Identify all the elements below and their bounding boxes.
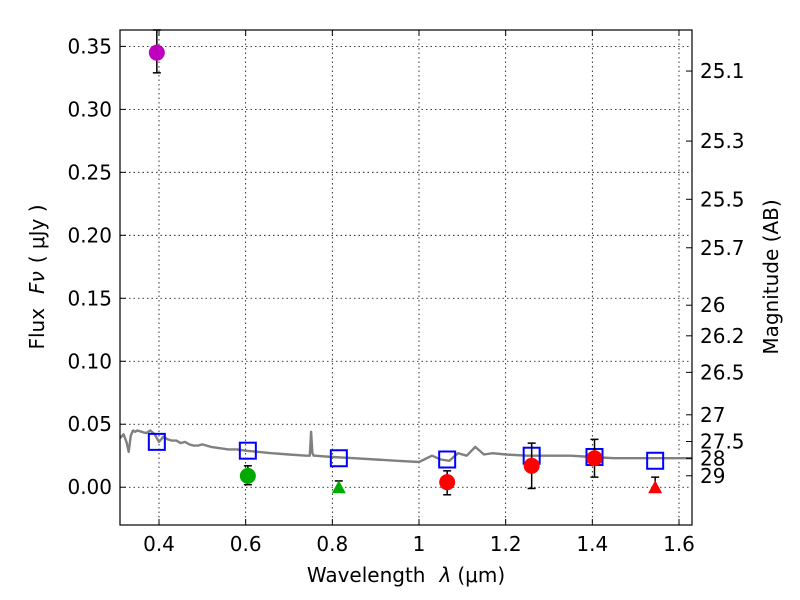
model-spectrum-line — [119, 429, 692, 464]
x-axis-label: Wavelength λ (μm) — [307, 563, 505, 587]
model-photometry-square — [147, 432, 166, 451]
data-point-red-triangle — [648, 476, 663, 494]
data-point-violet-circle — [148, 29, 165, 74]
x-axis-label-symbol: λ — [439, 563, 452, 587]
y-axis-label-symbol: Fν — [25, 271, 49, 294]
y-tick-label: 0.00 — [67, 475, 112, 499]
model-spectrum — [119, 429, 692, 464]
data-point-red-circle-2 — [523, 442, 540, 490]
data-marker — [239, 467, 256, 484]
axis-ticks — [120, 30, 692, 525]
data-marker — [586, 450, 603, 467]
y-tick-label: 0.25 — [67, 160, 112, 184]
magnitude-tick-label: 25.1 — [700, 59, 745, 83]
x-tick-label: 1 — [413, 532, 426, 556]
data-point-red-circle-3 — [586, 438, 603, 478]
model-photometry-series — [147, 432, 665, 470]
x-tick-label: 0.4 — [143, 532, 175, 556]
data-marker — [331, 480, 346, 494]
data-point-green-triangle — [331, 480, 346, 494]
y-axis-label: Flux Fν ( μJy ) — [25, 204, 49, 349]
y-tick-label: 0.15 — [67, 286, 112, 310]
magnitude-tick-label: 25.5 — [700, 187, 745, 211]
data-marker — [523, 457, 540, 474]
x-axis-label-unit: (μm) — [457, 563, 505, 587]
magnitude-tick-label: 26.2 — [700, 324, 745, 348]
y-tick-label: 0.35 — [67, 34, 112, 58]
y-axis-label-prefix: Flux — [25, 308, 49, 350]
x-tick-label: 1.6 — [663, 532, 695, 556]
data-point-red-circle-1 — [439, 470, 456, 496]
model-photometry-square — [329, 449, 348, 468]
model-photometry-square — [438, 450, 457, 469]
magnitude-tick-label: 27.5 — [700, 429, 745, 453]
magnitude-tick-label: 25.3 — [700, 129, 745, 153]
y-tick-label: 0.20 — [67, 223, 112, 247]
data-marker — [148, 44, 165, 61]
x-tick-label: 0.6 — [230, 532, 262, 556]
plot-frame — [119, 29, 693, 526]
x-axis-label-prefix: Wavelength — [307, 563, 426, 587]
magnitude-axis-label: Magnitude (AB) — [759, 199, 783, 354]
y-tick-label: 0.30 — [67, 97, 112, 121]
magnitude-tick-label: 27 — [700, 403, 725, 427]
data-marker — [439, 474, 456, 491]
x-tick-label: 1.2 — [490, 532, 522, 556]
model-photometry-square — [238, 441, 257, 460]
x-tick-label: 1.4 — [576, 532, 608, 556]
data-point-green-circle — [239, 465, 256, 486]
data-marker — [648, 480, 663, 494]
magnitude-tick-label: 29 — [700, 464, 725, 488]
x-tick-label: 0.8 — [316, 532, 348, 556]
y-tick-label: 0.10 — [67, 349, 112, 373]
magnitude-tick-label: 26.5 — [700, 360, 745, 384]
model-photometry-square — [646, 451, 665, 470]
magnitude-tick-label: 25.7 — [700, 236, 745, 260]
y-tick-label: 0.05 — [67, 412, 112, 436]
y-tick-labels: 0.00 0.05 0.10 0.15 0.20 0.25 0.30 0.35 — [67, 34, 112, 499]
magnitude-tick-label: 28 — [700, 446, 725, 470]
x-tick-labels: 0.4 0.6 0.8 1 1.2 1.4 1.6 — [143, 532, 695, 556]
observations-series — [148, 29, 663, 496]
magnitude-tick-label: 26 — [700, 293, 725, 317]
y-axis-label-unit: ( μJy ) — [25, 204, 49, 263]
grid — [120, 30, 692, 525]
